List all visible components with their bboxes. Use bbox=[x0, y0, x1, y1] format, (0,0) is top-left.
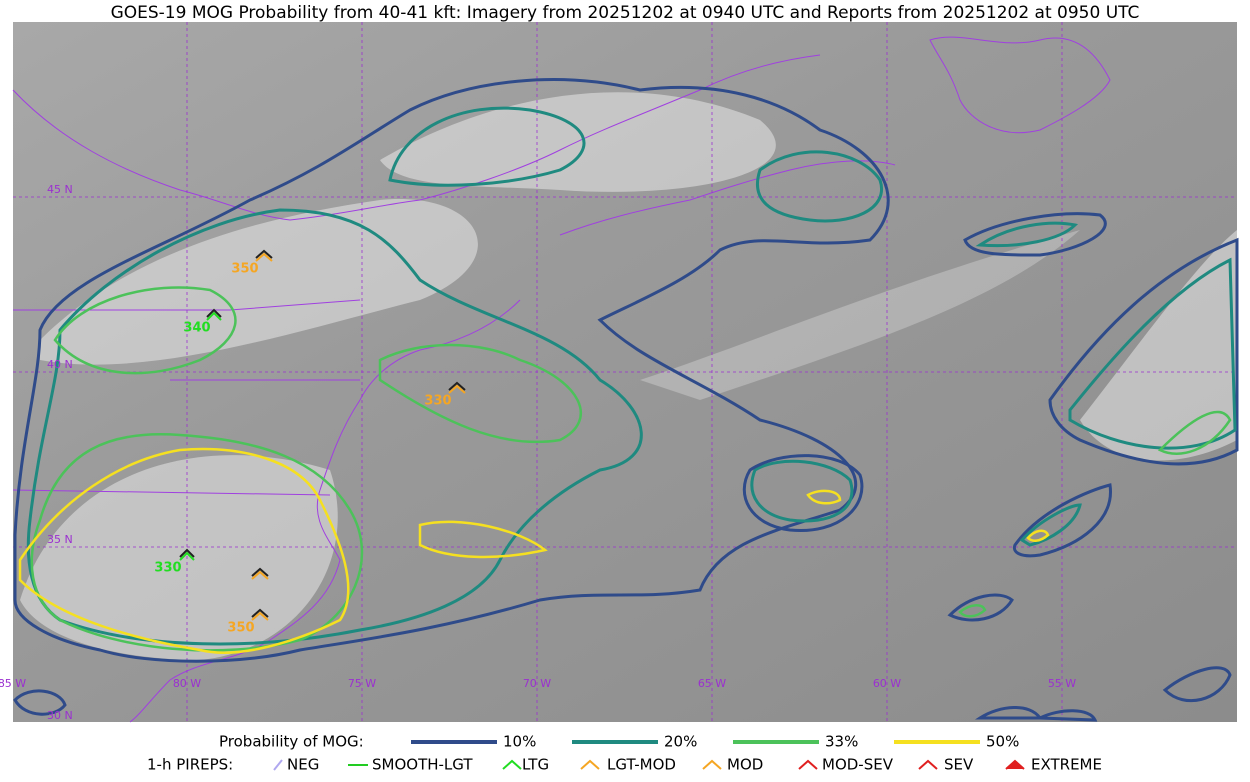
latitude-label: 45 N bbox=[47, 183, 73, 196]
title: GOES-19 MOG Probability from 40-41 kft: … bbox=[111, 3, 1140, 23]
pirep-altitude: 350 bbox=[231, 262, 258, 277]
legend-label: 10% bbox=[503, 733, 536, 751]
pirep-altitude: 340 bbox=[183, 321, 210, 336]
legend-pirep-title: 1-h PIREPS: bbox=[147, 756, 233, 774]
probability-contours bbox=[13, 78, 1239, 722]
legend-pirep-label: LTG bbox=[522, 756, 549, 774]
map-labels: 45 N 40 N 35 N 30 N 85 W 80 W 75 W 70 W 65 W 60 W… bbox=[0, 183, 1076, 722]
legend-pirep-label: MOD bbox=[727, 756, 763, 774]
latitude-label: 30 N bbox=[47, 709, 73, 722]
longitude-label: 75 W bbox=[348, 677, 376, 690]
longitude-label: 80 W bbox=[173, 677, 201, 690]
legend-probability-title: Probability of MOG: bbox=[219, 733, 364, 751]
pirep-symbols bbox=[179, 249, 466, 621]
longitude-label: 60 W bbox=[873, 677, 901, 690]
longitude-label: 70 W bbox=[523, 677, 551, 690]
legend-pirep-label: SMOOTH-LGT bbox=[372, 756, 473, 774]
legend-pirep-icon bbox=[1005, 759, 1025, 770]
legend: Probability of MOG: 1-h PIREPS: 10% 20% 33… bbox=[147, 733, 1102, 774]
longitude-label: 65 W bbox=[698, 677, 726, 690]
legend-label: 33% bbox=[825, 733, 858, 751]
legend-pirep-icon bbox=[918, 759, 938, 770]
pirep-altitude: 350 bbox=[227, 621, 254, 636]
legend-pirep-label: MOD-SEV bbox=[822, 756, 894, 774]
legend-pirep-label: SEV bbox=[944, 756, 974, 774]
latitude-label: 35 N bbox=[47, 533, 73, 546]
legend-label: 50% bbox=[986, 733, 1019, 751]
legend-pirep-label: LGT-MOD bbox=[607, 756, 676, 774]
longitude-label: 85 W bbox=[0, 677, 26, 690]
pirep-altitude: 330 bbox=[424, 394, 451, 409]
legend-pirep-label: NEG bbox=[287, 756, 319, 774]
legend-pirep-icon bbox=[580, 759, 600, 770]
longitude-label: 55 W bbox=[1048, 677, 1076, 690]
cloud-bands bbox=[20, 92, 1237, 660]
graticule bbox=[13, 22, 1237, 722]
legend-label: 20% bbox=[664, 733, 697, 751]
legend-pirep-label: EXTREME bbox=[1031, 756, 1102, 774]
legend-pirep-icon bbox=[502, 759, 522, 770]
legend-pirep-icon bbox=[702, 759, 722, 770]
legend-pirep-icon bbox=[273, 759, 283, 771]
legend-pirep-icon bbox=[798, 759, 818, 770]
latitude-label: 40 N bbox=[47, 358, 73, 371]
pirep-altitude: 330 bbox=[154, 561, 181, 576]
